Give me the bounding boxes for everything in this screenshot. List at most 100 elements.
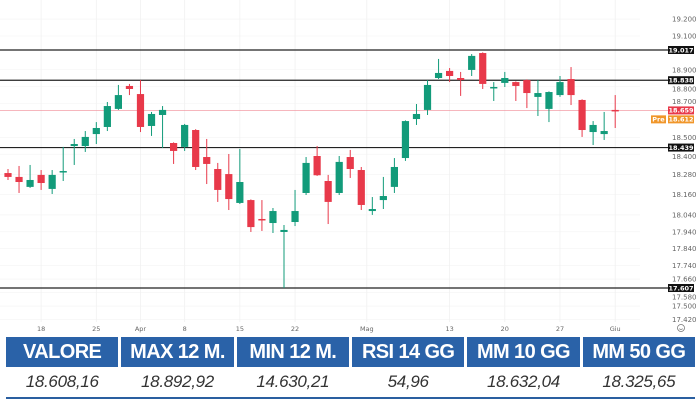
candle-body <box>589 124 597 133</box>
candle-body <box>468 55 476 70</box>
y-tick-label: 19.200 <box>672 16 697 24</box>
candle-body <box>291 211 299 223</box>
candlestick-chart[interactable]: 19.200 19.100 18.900 18.800 18.700 18.500 18.4… <box>0 0 700 336</box>
candle-body <box>446 70 454 76</box>
x-tick-label: Mag <box>360 325 374 333</box>
candle-up <box>181 123 189 151</box>
candle-body <box>346 157 354 170</box>
candle-up <box>401 120 410 161</box>
candle-down <box>225 153 233 211</box>
candle-body <box>412 113 421 120</box>
x-tick-label: 20 <box>501 325 509 333</box>
last-price-label: 18.659 <box>668 107 694 115</box>
y-tick-label: 17.740 <box>672 262 697 270</box>
level-tag-label: 18.838 <box>668 77 694 85</box>
candle-body <box>247 200 255 228</box>
header-min-12m: MIN 12 M. <box>236 337 349 367</box>
y-tick-label: 18.900 <box>672 66 697 74</box>
candle-body <box>324 180 332 202</box>
candle-body <box>280 229 288 232</box>
candle-up <box>434 58 443 80</box>
candle-body <box>26 179 34 187</box>
candle-body <box>434 72 443 79</box>
candle-body <box>512 82 520 86</box>
candle-up <box>501 71 509 87</box>
level-lines <box>0 49 668 289</box>
header-rsi-14gg: RSI 14 GG <box>352 337 465 367</box>
candle-body <box>15 176 23 183</box>
candle-down <box>37 170 45 190</box>
candle-body <box>490 86 498 89</box>
header-mm-50gg: MM 50 GG <box>582 337 695 367</box>
candles <box>4 52 619 289</box>
candle-body <box>114 95 122 109</box>
candle-down <box>611 95 619 128</box>
y-tick-label: 18.800 <box>672 86 697 94</box>
candle-body <box>236 182 244 203</box>
candle-down <box>214 162 222 202</box>
candle-body <box>258 218 266 221</box>
y-axis: 19.200 19.100 18.900 18.800 18.700 18.500 18.4… <box>672 16 697 324</box>
candle-body <box>578 99 586 131</box>
candle-up <box>70 138 78 165</box>
candle-down <box>203 138 211 185</box>
y-tick-label: 19.100 <box>672 32 697 40</box>
y-tick-label: 18.280 <box>672 171 697 179</box>
candle-up <box>335 156 343 196</box>
y-tick-label: 17.580 <box>672 294 697 302</box>
candle-down <box>457 71 465 96</box>
header-max-12m: MAX 12 M. <box>121 337 234 367</box>
candle-body <box>192 130 200 167</box>
candle-body <box>136 94 145 127</box>
candle-body <box>523 80 531 94</box>
candle-down <box>446 68 454 83</box>
candle-body <box>103 106 111 127</box>
y-tick-label: 18.400 <box>672 153 697 161</box>
candle-body <box>335 161 343 193</box>
x-axis: 18 25 Apr 8 15 22 Mag 13 20 27 Giu <box>37 325 621 333</box>
candle-body <box>567 79 575 96</box>
candle-body <box>368 209 376 212</box>
value-rsi-14gg: 54,96 <box>387 372 429 391</box>
candle-up <box>147 111 156 136</box>
candle-body <box>181 124 189 147</box>
x-tick-label: 25 <box>92 325 100 333</box>
candle-up <box>534 80 542 117</box>
settings-icon[interactable] <box>677 324 685 332</box>
candle-down <box>247 199 255 232</box>
candle-down <box>4 169 12 180</box>
candle-down <box>15 165 23 193</box>
header-valore: VALORE <box>6 337 119 367</box>
candle-down <box>357 166 365 211</box>
candle-body <box>81 136 89 147</box>
value-mm-50gg: 18.325,65 <box>602 372 676 391</box>
y-tick-label: 17.420 <box>672 316 697 324</box>
candle-down <box>258 200 266 231</box>
candle-body <box>170 143 178 151</box>
pre-price-tag <box>668 115 694 124</box>
candle-up <box>81 131 89 152</box>
candle-down <box>479 52 487 89</box>
candle-up <box>379 176 387 210</box>
level-tag <box>668 143 694 152</box>
candle-body <box>4 173 12 177</box>
candle-down <box>170 142 178 164</box>
x-tick-label: Apr <box>135 325 147 333</box>
candle-up <box>490 82 498 101</box>
candle-body <box>390 166 398 187</box>
value-valore: 18.608,16 <box>25 372 99 391</box>
level-tag-label: 17.607 <box>668 284 693 292</box>
candle-body <box>556 82 564 96</box>
candle-body <box>225 174 233 200</box>
candle-up <box>59 146 67 181</box>
x-tick-label: 18 <box>37 325 45 333</box>
candle-body <box>203 157 211 164</box>
candle-up <box>269 208 277 233</box>
candle-up <box>291 189 299 227</box>
y-tick-label: 18.700 <box>672 98 697 106</box>
candle-up <box>600 111 608 140</box>
value-min-12m: 14.630,21 <box>256 372 330 391</box>
candle-body <box>313 156 321 176</box>
candle-body <box>545 92 553 109</box>
pre-price-label: 18.612 <box>668 116 693 124</box>
